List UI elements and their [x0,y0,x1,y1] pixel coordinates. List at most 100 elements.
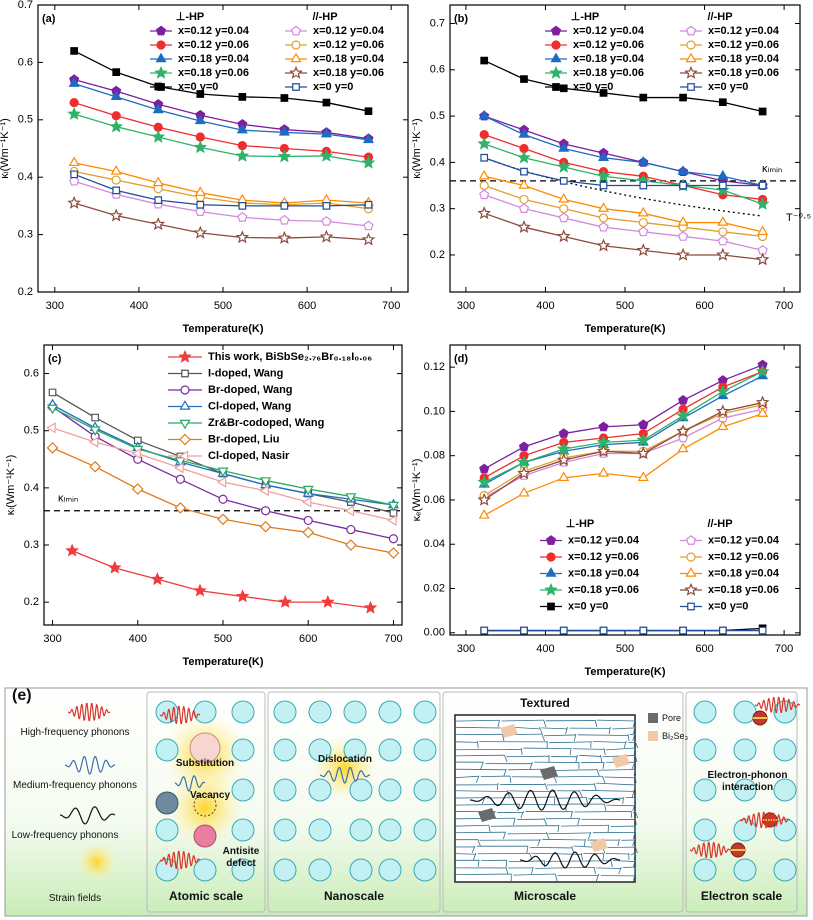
grain-edge [454,831,506,834]
grain-edge [571,845,575,854]
legend-label: x=0.18 y=0.06 [313,67,384,79]
phonon-wave [174,775,206,792]
pore-swatch [648,713,658,723]
y-axis-title: κₗ(Wm⁻¹K⁻¹) [5,455,17,515]
data-point [174,502,187,514]
grain-edge [602,761,605,770]
grain-edge [502,831,506,840]
x-tick-label: 700 [775,643,793,655]
grain-edge [610,859,613,868]
data-point [556,229,571,243]
legend-marker [550,25,562,36]
series-line [73,78,369,140]
data-point [559,204,569,214]
legend-marker [685,535,697,545]
legend-text: High-frequency phonons [20,727,130,738]
data-point [677,165,689,175]
scale-title: Electron scale [700,889,783,903]
data-point [363,600,378,614]
grain-edge [573,748,604,750]
data-point [193,140,208,154]
data-point [677,216,689,226]
data-point [196,200,205,209]
series-line [483,115,763,187]
data-point [636,433,651,446]
grain-edge [603,747,606,756]
atom [378,818,402,842]
grain-edge [553,796,556,805]
data-point [302,526,315,539]
legend-label: x=0 y=0 [313,81,353,93]
grain-edge [520,810,524,819]
legend-title: //-HP [312,11,337,23]
data-point [638,419,649,430]
data-point [477,492,492,506]
data-point [558,212,569,223]
grain-edge [454,873,512,876]
grain-edge [577,734,629,736]
grain-edge [472,852,477,861]
atom [349,818,373,842]
legend-label: x=0.12 y=0.06 [313,39,384,51]
grain-edge [497,719,500,728]
legend-label: Zr&Br-codoped, Wang [208,417,324,429]
grain-edge [588,831,592,840]
grain-edge [454,824,489,827]
grain-edge [507,789,510,798]
data-point [319,229,334,243]
legend-label: x=0.12 y=0.06 [708,39,779,51]
grain-edge [633,726,636,735]
series-line [483,59,763,113]
data-point [173,462,184,474]
atom [378,700,402,724]
legend-label: x=0 y=0 [708,600,748,612]
legend-marker [179,400,191,410]
phonon-wave [159,705,201,725]
y-tick-label: 0.06 [424,494,445,506]
legend-marker [547,602,555,611]
grain-edge [632,873,636,882]
data-point [755,395,770,409]
data-point [676,408,690,422]
data-point [238,92,247,101]
panel-label: (e) [12,687,32,704]
y-tick-label: 0.3 [430,203,445,215]
series-line [483,194,763,251]
data-point [280,94,289,102]
grain-edge [627,733,630,742]
grain-edge [543,719,547,728]
data-point [677,394,689,405]
grain-edge [556,797,587,799]
legend-marker [545,567,557,577]
grain-edge [604,803,607,812]
data-point [46,422,56,434]
x-tick-label: 700 [775,300,793,312]
electron-panel [685,691,798,913]
data-point [716,404,730,418]
grain-edge [497,782,499,791]
data-point [679,181,687,190]
grain-edge [546,831,550,840]
data-point [301,496,312,508]
data-point [278,126,290,136]
atom [693,858,717,882]
data-point [677,442,689,453]
data-point [755,364,770,378]
data-point [344,505,355,517]
data-point [598,221,609,232]
x-tick-label: 600 [695,643,713,655]
data-point [278,594,293,608]
legend-label: x=0.18 y=0.04 [708,567,780,579]
data-point [259,520,272,533]
data-point [599,626,608,635]
data-point [517,220,531,233]
grain-edge [506,755,550,758]
x-tick-label: 500 [616,643,634,655]
phase-swatch [648,731,658,741]
phonon-wave [754,696,801,714]
grain-edge [630,810,633,819]
legend-label: Cl-doped, Wang [208,400,291,412]
grain-edge [480,775,511,778]
data-point [638,226,649,237]
grain-edge [505,859,508,868]
